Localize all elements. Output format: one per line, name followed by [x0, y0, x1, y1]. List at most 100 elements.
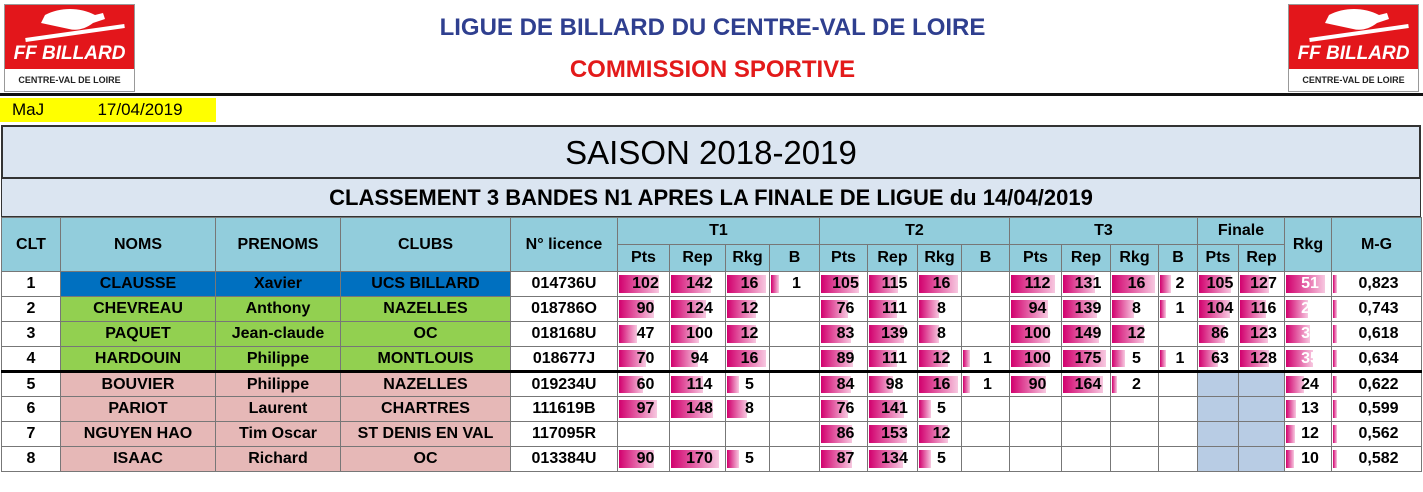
t3-rep-cell: 139 — [1061, 296, 1111, 322]
data-bar — [1286, 275, 1325, 293]
finale-empty-cell — [1197, 370, 1239, 397]
t1-rkg-cell: 16 — [725, 271, 770, 297]
t3-rep-cell: 175 — [1061, 346, 1111, 372]
prenom-cell: Jean-claude — [215, 321, 341, 347]
data-bar — [821, 376, 851, 393]
col-t1-rkg: Rkg — [725, 244, 770, 272]
data-bar — [1333, 425, 1337, 443]
cell-value: 2 — [1175, 275, 1185, 292]
cell-value: 127 — [1250, 275, 1277, 292]
finale-empty-cell — [1197, 446, 1239, 472]
data-bar — [1199, 350, 1218, 367]
cell-value: 90 — [1028, 375, 1047, 393]
data-bar — [1240, 325, 1268, 343]
t1-b-cell — [769, 346, 820, 372]
t2-rep-cell: 153 — [867, 421, 918, 447]
t1-rep-cell — [669, 421, 726, 447]
data-bar — [671, 350, 698, 367]
data-bar — [1333, 350, 1337, 367]
data-bar — [1199, 325, 1225, 343]
data-bar — [727, 450, 739, 468]
col-t3-pts: Pts — [1009, 244, 1062, 272]
mg-cell: 0,582 — [1331, 446, 1422, 472]
data-bar — [1286, 300, 1308, 318]
t1-rep-cell: 142 — [669, 271, 726, 297]
clt-cell: 4 — [1, 346, 61, 372]
t3-pts-cell: 100 — [1009, 321, 1062, 347]
nom-cell: ISAAC — [60, 446, 216, 472]
data-bar — [727, 350, 766, 367]
billiard-player-icon — [1309, 9, 1409, 42]
cell-value: 0,743 — [1358, 300, 1399, 317]
clt-cell: 5 — [1, 370, 61, 397]
finale-empty-cell — [1238, 446, 1285, 472]
cell-value: 115 — [881, 275, 908, 292]
data-bar — [1063, 350, 1106, 367]
cell-value: 47 — [636, 325, 655, 342]
data-bar — [919, 376, 958, 393]
t1-b-cell — [769, 446, 820, 472]
data-bar — [727, 275, 766, 293]
t3-rkg-cell: 8 — [1110, 296, 1159, 322]
cell-value: 111 — [882, 300, 907, 317]
col-t2-rkg: Rkg — [917, 244, 962, 272]
data-bar — [619, 275, 659, 293]
finale-empty-cell — [1197, 396, 1239, 422]
data-bar — [919, 325, 939, 343]
data-bar — [1063, 376, 1103, 393]
t2-rep-cell: 134 — [867, 446, 918, 472]
cell-value: 149 — [1074, 325, 1102, 342]
cell-value: 124 — [686, 300, 713, 317]
data-bar — [821, 425, 852, 443]
t1-b-cell — [769, 421, 820, 447]
data-bar — [821, 400, 848, 418]
cell-value: 98 — [885, 375, 904, 393]
data-bar — [869, 350, 897, 367]
data-bar — [619, 350, 646, 367]
t3-b-cell: 1 — [1158, 346, 1198, 372]
cell-value: 16 — [932, 375, 951, 393]
cell-value: 1 — [983, 375, 992, 393]
data-bar — [919, 450, 931, 468]
col-finale-pts: Pts — [1197, 244, 1239, 272]
cell-value: 16 — [932, 275, 951, 292]
data-bar — [771, 275, 779, 293]
cell-value: 76 — [836, 300, 855, 317]
t1-b-cell — [769, 296, 820, 322]
t3-b-cell — [1158, 396, 1198, 422]
data-bar — [619, 400, 657, 418]
col-t3-rkg: Rkg — [1110, 244, 1159, 272]
commission-title: COMMISSION SPORTIVE — [569, 56, 856, 83]
col-finale-rep: Rep — [1238, 244, 1285, 272]
club-cell: NAZELLES — [340, 296, 511, 322]
t1-b-cell — [769, 396, 820, 422]
t1-pts-cell: 90 — [617, 446, 670, 472]
table-row: 4 HARDOUIN Philippe MONTLOUIS 018677J 70 94 16 8… — [1, 346, 1422, 372]
cell-value: 123 — [1250, 325, 1277, 342]
data-bar — [1112, 300, 1134, 318]
data-bar — [1286, 350, 1313, 367]
t1-pts-cell — [617, 421, 670, 447]
t1-rkg-cell: 5 — [725, 446, 770, 472]
prenom-cell: Philippe — [215, 370, 341, 397]
t2-b-cell — [961, 421, 1010, 447]
finale-pts-cell: 104 — [1197, 296, 1239, 322]
rank-cell: 10 — [1284, 446, 1332, 472]
ranking-rows: 1 CLAUSSE Xavier UCS BILLARD 014736U 102 142 16… — [1, 271, 1422, 472]
data-bar — [1286, 400, 1296, 418]
data-bar — [619, 450, 654, 468]
t2-pts-cell: 76 — [819, 396, 868, 422]
data-bar — [1199, 300, 1230, 318]
data-bar — [727, 300, 756, 318]
t2-b-cell — [961, 446, 1010, 472]
cell-value: 1 — [1175, 349, 1185, 367]
cell-value: 90 — [636, 300, 655, 317]
data-bar — [671, 450, 719, 468]
mg-cell: 0,618 — [1331, 321, 1422, 347]
data-bar — [671, 300, 706, 318]
cell-value: 90 — [636, 450, 655, 467]
cell-value: 139 — [881, 325, 908, 342]
cell-value: 97 — [636, 400, 655, 417]
t1-b-cell — [769, 370, 820, 397]
col-t1: T1 — [617, 217, 820, 245]
